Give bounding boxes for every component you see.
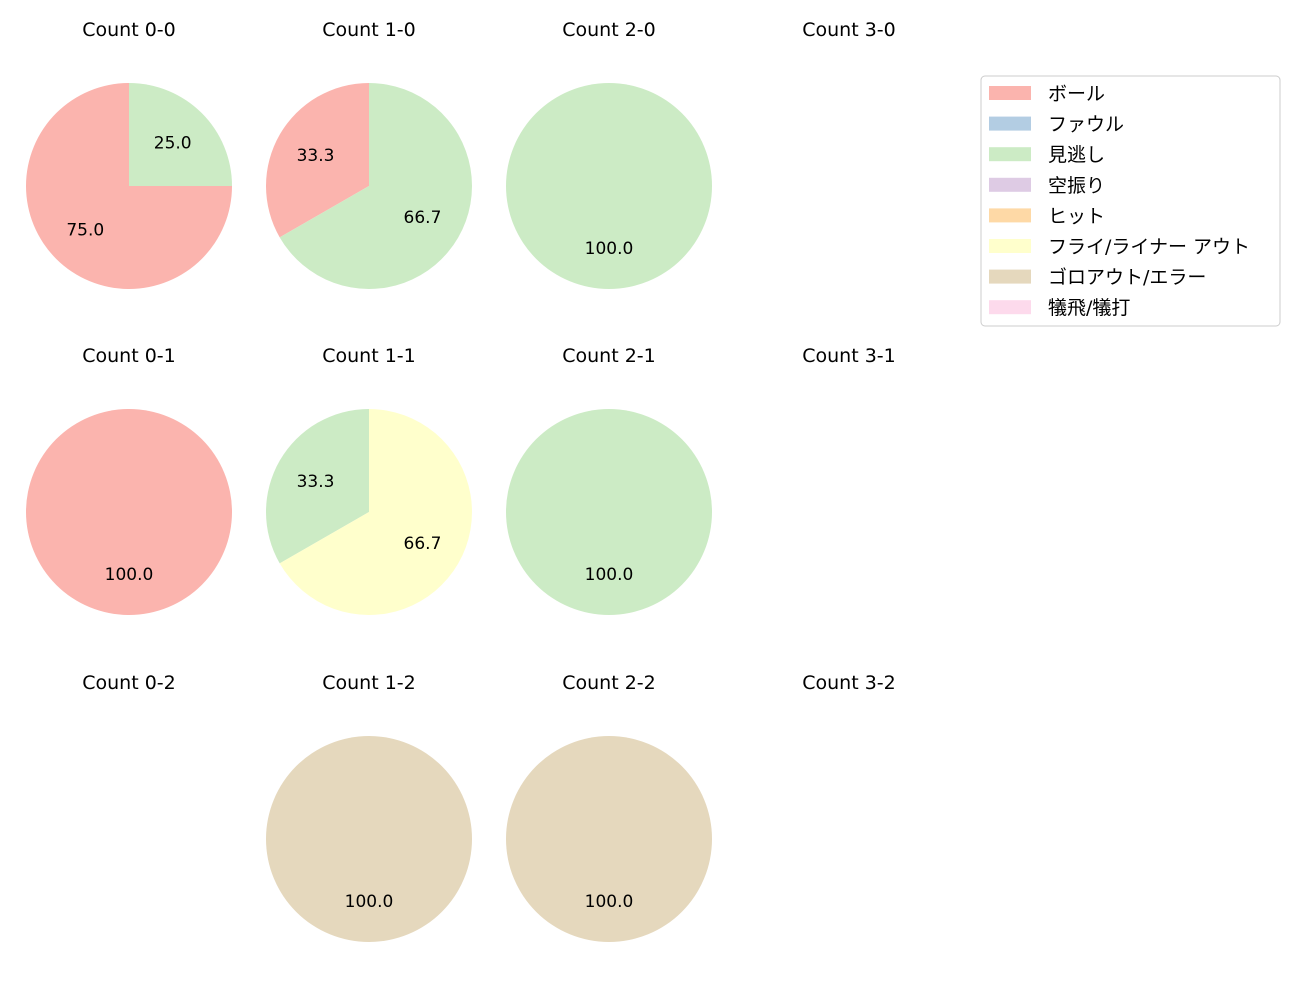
pie-slice — [266, 736, 472, 942]
pie-slice — [26, 409, 232, 615]
panel-title: Count 0-1 — [82, 345, 176, 367]
slice-label: 75.0 — [66, 221, 104, 241]
legend-item: フライ/ライナー アウト — [989, 236, 1250, 258]
pie-panel: Count 0-1 100.0 — [26, 345, 232, 615]
legend-item: ファウル — [989, 114, 1124, 136]
slice-label: 33.3 — [297, 146, 335, 166]
pie-slice — [506, 409, 712, 615]
pie-panel: Count 3-0 — [802, 19, 896, 41]
legend-item: ヒット — [989, 205, 1105, 227]
slice-label: 33.3 — [297, 472, 335, 492]
panel-title: Count 0-0 — [82, 19, 176, 41]
legend-label: 空振り — [1048, 175, 1105, 197]
panel-title: Count 1-0 — [322, 19, 416, 41]
pie-slice — [506, 83, 712, 289]
panel-title: Count 3-1 — [802, 345, 896, 367]
legend-swatch — [989, 177, 1031, 192]
legend-swatch — [989, 147, 1031, 162]
pie-panel: Count 3-2 — [802, 672, 896, 694]
pie-panel: Count 2-2 100.0 — [506, 672, 712, 942]
legend-label: ファウル — [1048, 114, 1124, 136]
pie-slice — [506, 736, 712, 942]
slice-label: 25.0 — [154, 133, 192, 153]
legend-label: ゴロアウト/エラー — [1048, 267, 1206, 289]
legend-item: 見逃し — [989, 144, 1105, 166]
legend-swatch — [989, 300, 1031, 315]
slice-label: 100.0 — [585, 565, 634, 585]
legend-swatch — [989, 116, 1031, 131]
slice-label: 100.0 — [105, 565, 154, 585]
pie-panel: Count 1-0 33.3 66.7 — [265, 19, 472, 289]
legend-item: ボール — [989, 83, 1105, 105]
pie-panel: Count 3-1 — [802, 345, 896, 367]
panel-title: Count 2-0 — [562, 19, 656, 41]
legend-label: 見逃し — [1048, 144, 1105, 166]
legend-swatch — [989, 239, 1031, 253]
panel-title: Count 2-2 — [562, 672, 656, 694]
pie-slice — [129, 83, 232, 186]
pie-panel: Count 2-1 100.0 — [506, 345, 712, 615]
pie-panel: Count 1-1 33.3 66.7 — [265, 345, 472, 615]
slice-label: 66.7 — [404, 534, 442, 554]
legend-label: ボール — [1048, 83, 1105, 105]
panel-title: Count 3-0 — [802, 19, 896, 41]
pie-panel: Count 1-2 100.0 — [266, 672, 472, 942]
legend-swatch — [989, 86, 1031, 100]
panel-title: Count 0-2 — [82, 672, 176, 694]
legend-label: 犠飛/犠打 — [1048, 297, 1130, 319]
legend-label: フライ/ライナー アウト — [1048, 236, 1250, 258]
panel-title: Count 1-2 — [322, 672, 416, 694]
pie-slice — [265, 83, 369, 238]
pie-slice — [279, 409, 472, 615]
legend-swatch — [989, 208, 1031, 223]
panel-title: Count 1-1 — [322, 345, 416, 367]
slice-label: 100.0 — [585, 239, 634, 259]
pie-panel: Count 0-2 — [82, 672, 176, 694]
slice-label: 66.7 — [404, 208, 442, 228]
slice-label: 100.0 — [345, 892, 394, 912]
panel-title: Count 3-2 — [802, 672, 896, 694]
slice-label: 100.0 — [585, 892, 634, 912]
legend-item: 空振り — [989, 175, 1105, 197]
legend-label: ヒット — [1048, 205, 1105, 227]
legend-frame — [980, 75, 1281, 327]
legend-item: ゴロアウト/エラー — [989, 267, 1206, 289]
pie-slice — [265, 409, 369, 564]
legend-swatch — [989, 269, 1031, 284]
panel-title: Count 2-1 — [562, 345, 656, 367]
pie-slice — [279, 83, 472, 289]
pie-panel: Count 2-0 100.0 — [506, 19, 712, 289]
legend-item: 犠飛/犠打 — [989, 297, 1130, 319]
pie-panel: Count 0-0 75.0 25.0 — [26, 19, 232, 289]
